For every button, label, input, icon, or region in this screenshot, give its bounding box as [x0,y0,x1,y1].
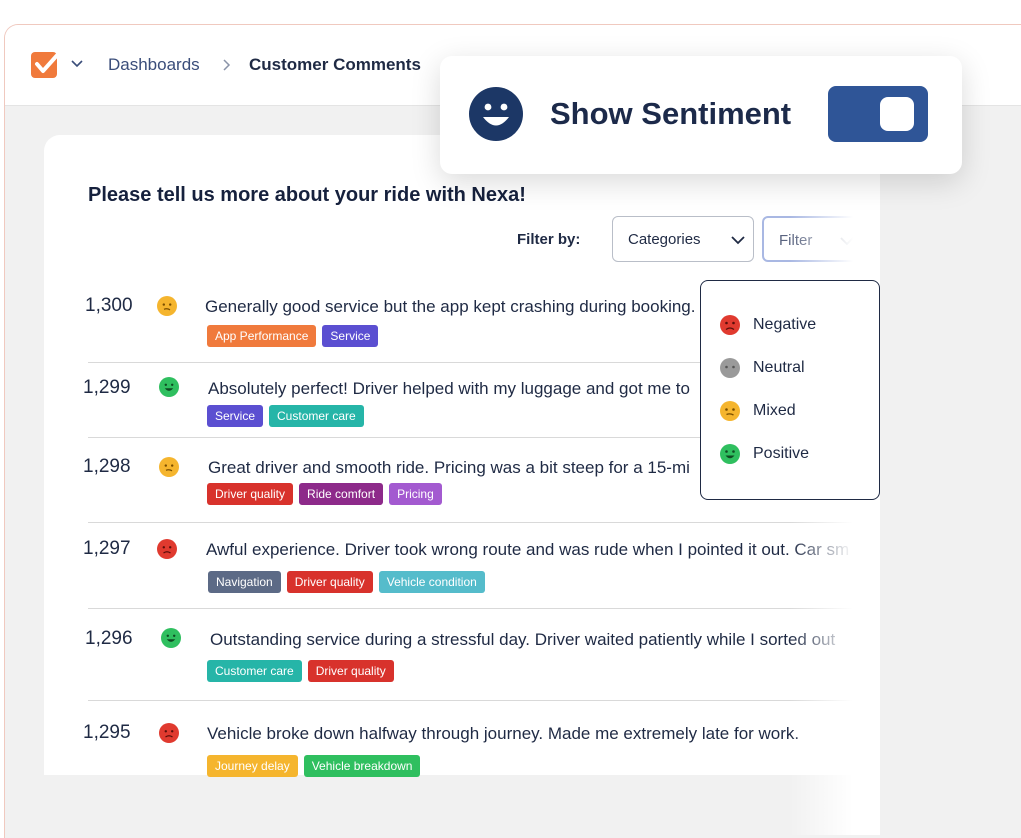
filter-label: Filter by: [517,231,581,248]
filter-option-negative[interactable]: Negative [719,314,816,336]
categories-select[interactable]: Categories [612,216,754,262]
mixed-face-icon [159,457,179,477]
comment-id: 1,296 [85,628,133,649]
show-sentiment-toggle[interactable] [828,86,928,142]
category-tag[interactable]: Driver quality [286,571,373,593]
comment-text: Absolutely perfect! Driver helped with m… [208,379,690,398]
negative-face-icon [157,539,177,559]
comment-tags: Navigation Driver quality Vehicle conditio… [208,571,485,593]
filter-option-neutral[interactable]: Neutral [719,357,805,379]
category-tag[interactable]: App Performance [207,325,317,347]
row-divider [88,522,858,523]
comment-id: 1,297 [83,538,131,559]
category-tag[interactable]: Ride comfort [299,483,384,505]
category-tag[interactable]: Vehicle condition [378,571,485,593]
comment-text: Great driver and smooth ride. Pricing wa… [208,458,690,477]
mixed-face-icon [720,401,740,421]
category-tag[interactable]: Vehicle breakdown [303,755,421,777]
comment-id: 1,295 [83,722,131,743]
category-tag[interactable]: Customer care [207,660,302,682]
positive-face-icon [161,628,181,648]
neutral-face-icon [720,358,740,378]
checkbox-logo-icon[interactable] [30,49,62,81]
row-divider [88,700,858,701]
negative-face-icon [720,315,740,335]
row-divider [88,437,858,438]
breadcrumb-current: Customer Comments [249,55,421,74]
comment-tags: Driver quality Ride comfort Pricing [207,483,442,505]
category-tag[interactable]: Journey delay [207,755,298,777]
row-divider [88,362,858,363]
comment-id: 1,298 [83,456,131,477]
category-tag[interactable]: Driver quality [307,660,394,682]
category-tag[interactable]: Service [207,405,264,427]
comment-text: Awful experience. Driver took wrong rout… [206,540,850,559]
chevron-right-icon [223,59,231,71]
show-sentiment-panel: Show Sentiment [440,56,962,174]
category-tag[interactable]: Driver quality [207,483,294,505]
filter-select-value: Filter [779,232,813,249]
positive-face-icon [159,377,179,397]
filter-option-mixed[interactable]: Mixed [719,400,796,422]
positive-face-icon [720,444,740,464]
category-tag[interactable]: Navigation [208,571,281,593]
negative-face-icon [159,723,179,743]
comment-tags: App Performance Service [207,325,379,347]
comment-text: Vehicle broke down halfway through journ… [207,724,800,743]
toggle-knob [880,97,914,131]
comment-tags: Journey delay Vehicle breakdown [207,755,421,777]
chevron-down-icon [840,237,854,246]
category-tag[interactable]: Service [322,325,379,347]
sentiment-filter-select[interactable]: Filter [762,216,872,262]
comment-id: 1,300 [85,295,133,316]
show-sentiment-label: Show Sentiment [550,96,792,131]
filter-option-label: Mixed [753,402,796,419]
filter-option-label: Neutral [753,359,805,376]
sentiment-filter-dropdown: Negative Neutral Mixed Positive [700,280,880,500]
comment-id: 1,299 [83,377,131,398]
mixed-face-icon [157,296,177,316]
comment-text: Outstanding service during a stressful d… [210,630,836,649]
comment-tags: Service Customer care [207,405,364,427]
breadcrumb-dashboards[interactable]: Dashboards [108,55,200,74]
smiley-face-icon [469,87,523,141]
filter-option-label: Positive [753,445,810,462]
filter-option-label: Negative [753,316,817,333]
category-tag[interactable]: Customer care [269,405,364,427]
survey-question: Please tell us more about your ride with… [88,184,526,206]
filter-option-positive[interactable]: Positive [719,443,809,465]
comment-tags: Customer care Driver quality [207,660,394,682]
category-tag[interactable]: Pricing [389,483,442,505]
categories-select-value: Categories [628,231,701,248]
comment-text: Generally good service but the app kept … [205,297,696,316]
chevron-down-icon[interactable] [71,59,83,69]
chevron-down-icon [731,236,745,245]
row-divider [88,608,858,609]
